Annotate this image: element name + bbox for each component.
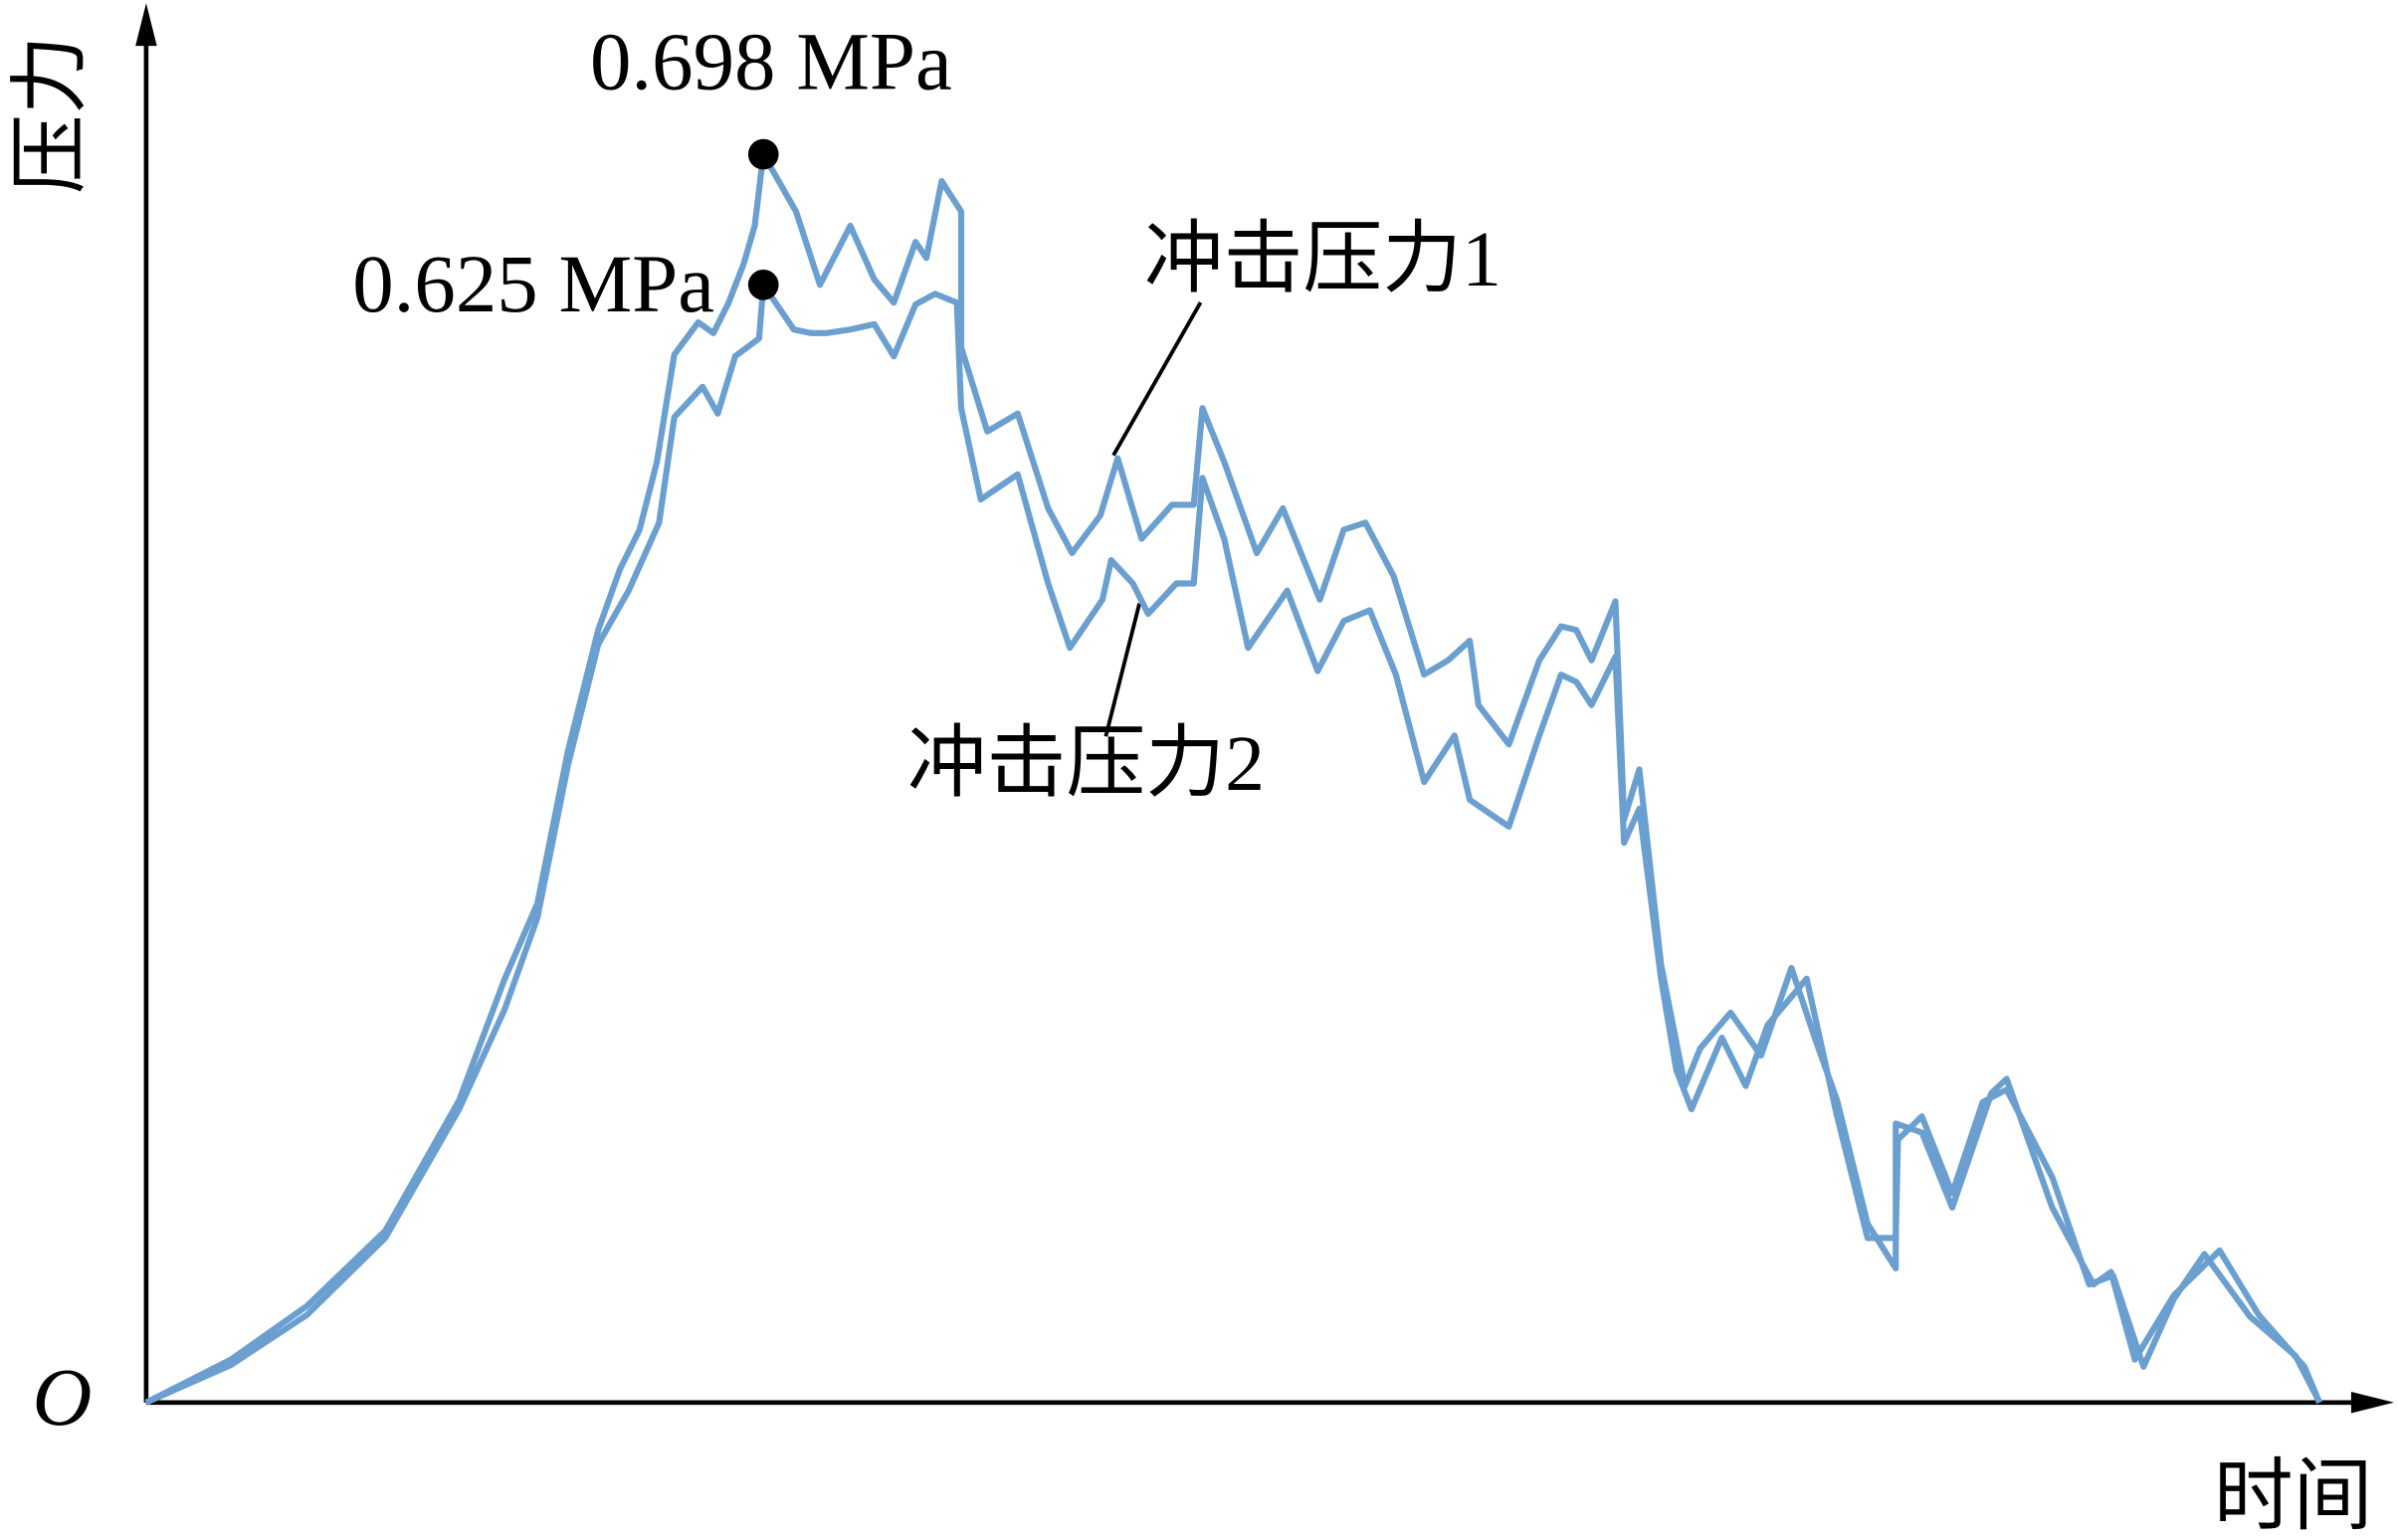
axes [135,3,2394,1414]
leader-line [1111,301,1203,457]
plot: 0.698 MPa 0.625 MPa [144,16,2323,1406]
peak-marker [747,138,779,170]
leader-line [1103,603,1141,737]
y-axis-label: 压力 [8,35,96,194]
x-arrow [2350,1392,2394,1414]
y-arrow [135,3,157,47]
data-label: 0.698 MPa [590,16,952,107]
peak-marker [747,269,779,300]
series-line [144,282,2322,1406]
series-label: 冲击压力1 [1144,216,1501,303]
data-label: 0.625 MPa [352,238,714,329]
x-axis-label: 时间 [2214,1453,2373,1540]
series-label: 冲击压力2 [907,720,1265,808]
origin-label: O [32,1351,92,1443]
